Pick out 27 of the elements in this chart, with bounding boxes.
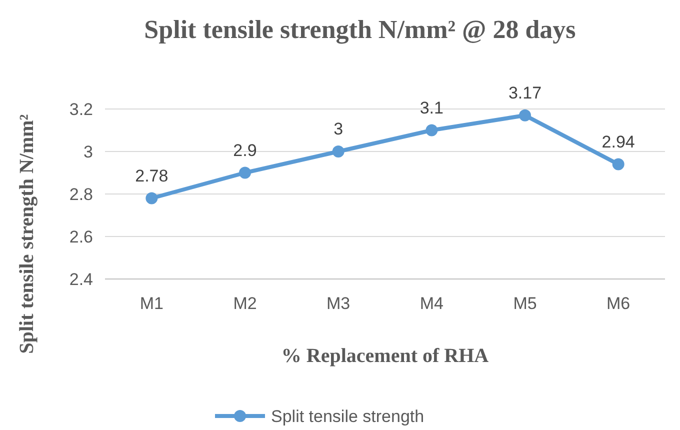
data-label: 2.94 — [602, 132, 635, 152]
point — [146, 192, 158, 204]
y-tick-label: 2.6 — [69, 227, 93, 246]
point — [426, 124, 438, 136]
point — [239, 166, 251, 179]
y-tick-label: 3 — [84, 142, 93, 162]
y-tick-label: 2.8 — [69, 184, 93, 204]
x-tick-label: M4 — [420, 294, 444, 313]
x-tick-label: M2 — [233, 294, 257, 313]
data-label: 2.9 — [233, 140, 257, 160]
data-label: 3.17 — [508, 83, 542, 102]
x-tick-label: M6 — [606, 294, 630, 313]
data-label: 3.1 — [420, 98, 444, 118]
y-tick-label: 2.4 — [69, 270, 93, 289]
point — [519, 109, 531, 122]
legend-label: Split tensile strength — [271, 406, 424, 426]
y-axis-title: Split tensile strength N/mm² — [16, 114, 38, 354]
y-tick-label: 3.2 — [69, 100, 93, 119]
data-label: 2.78 — [135, 166, 168, 186]
x-axis-title: % Replacement of RHA — [281, 345, 490, 367]
x-tick-label: M5 — [513, 294, 537, 313]
x-tick-label: M3 — [326, 294, 350, 313]
point — [332, 146, 344, 158]
point — [612, 158, 624, 170]
x-tick-label: M1 — [140, 294, 164, 313]
chart-title: Split tensile strength N/mm² @ 28 days — [144, 15, 576, 44]
data-label: 3 — [334, 120, 344, 138]
